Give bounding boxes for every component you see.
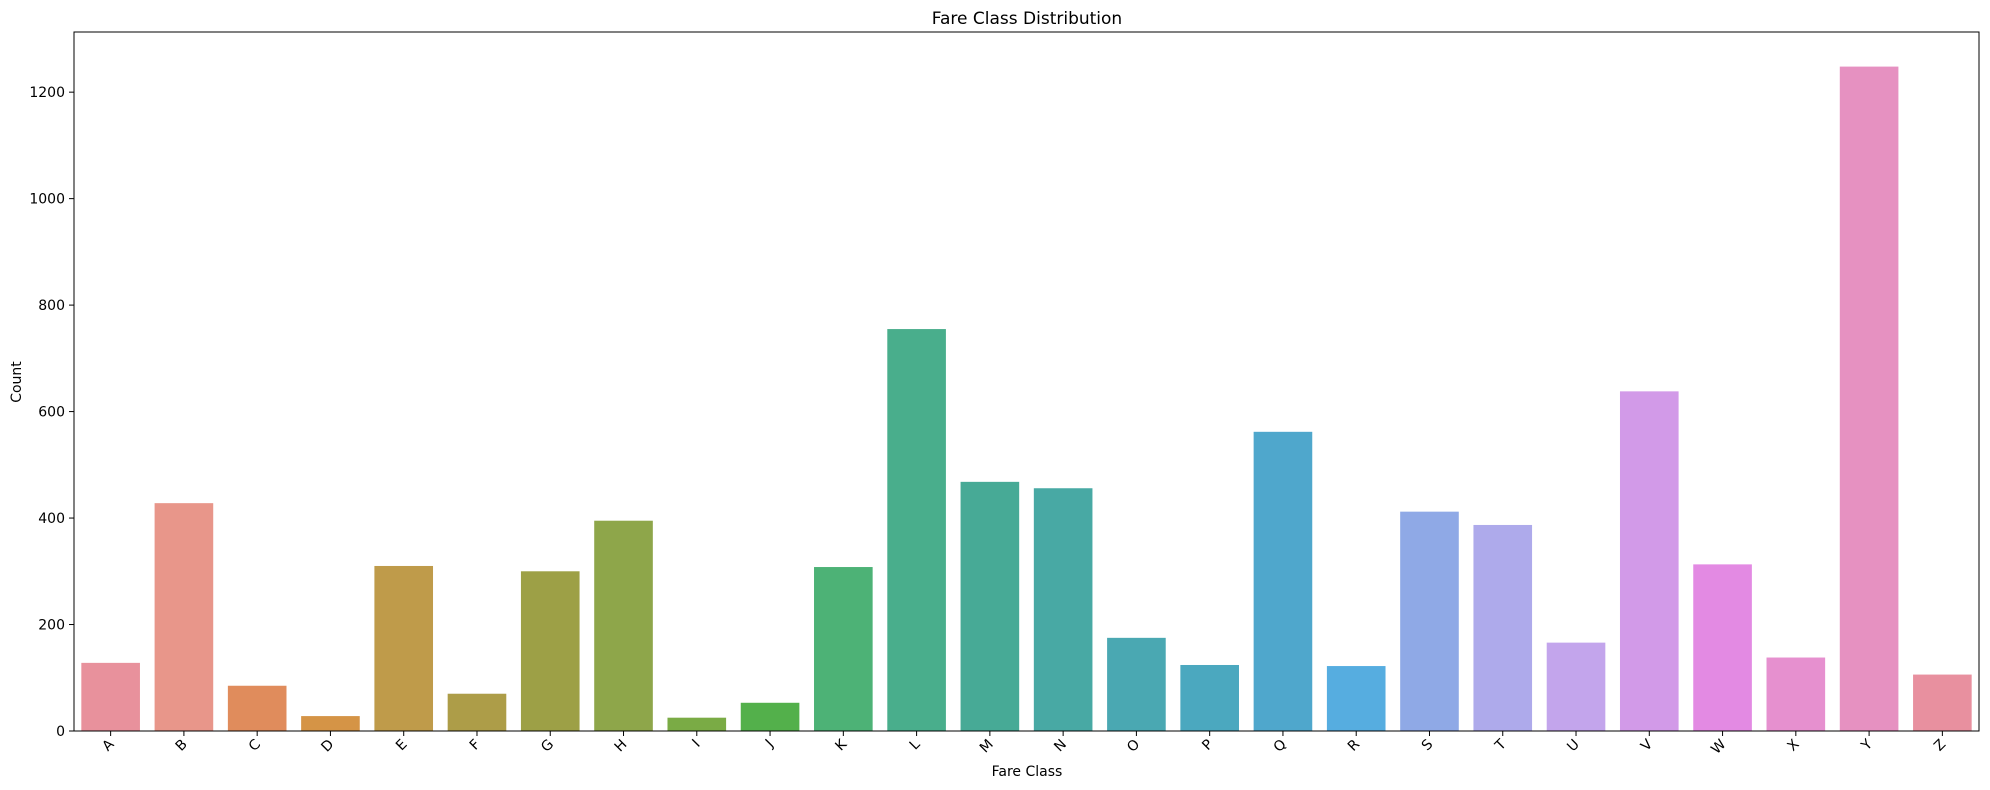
bar-q — [1253, 431, 1313, 731]
bar-b — [154, 503, 214, 731]
bar-e — [374, 565, 434, 731]
x-tick-label: A — [99, 736, 117, 754]
x-tick-label: I — [689, 737, 703, 751]
bar-n — [1033, 488, 1093, 731]
x-tick-label: W — [1708, 736, 1729, 757]
x-tick-label: R — [1345, 736, 1363, 754]
x-tick-label: G — [538, 737, 557, 756]
bar-l — [887, 329, 946, 731]
x-axis-label: Fare Class — [992, 764, 1063, 780]
bar-o — [1107, 637, 1166, 731]
y-tick-label: 1000 — [29, 192, 65, 208]
bar-c — [227, 685, 287, 731]
bar-u — [1546, 642, 1606, 731]
x-tick-label: E — [393, 737, 411, 755]
x-tick-label: U — [1564, 737, 1583, 756]
bar-p — [1180, 664, 1239, 731]
x-tick-label: Y — [1858, 736, 1876, 754]
bar-r — [1326, 666, 1386, 731]
x-tick-label: O — [1124, 737, 1143, 756]
bar-t — [1473, 524, 1533, 731]
y-tick-label: 800 — [38, 298, 65, 314]
bar-z — [1913, 674, 1972, 731]
bar-a — [81, 662, 140, 731]
bar-g — [520, 571, 580, 731]
x-tick-label: P — [1199, 737, 1216, 754]
chart-title: Fare Class Distribution — [932, 9, 1122, 29]
x-tick-label: N — [1051, 737, 1070, 756]
bar-s — [1400, 511, 1459, 731]
x-tick-label: V — [1638, 736, 1656, 754]
x-tick-label: D — [318, 737, 337, 756]
bar-v — [1619, 391, 1679, 731]
bar-x — [1766, 657, 1826, 731]
x-tick-label: Z — [1931, 737, 1949, 755]
y-axis-label: Count — [9, 361, 25, 403]
plot-frame — [73, 31, 1980, 732]
x-tick-label: F — [467, 737, 484, 754]
bars-group — [81, 66, 1972, 732]
x-tick-label: C — [246, 736, 264, 754]
bar-j — [740, 702, 800, 731]
x-tick-label: X — [1785, 736, 1803, 754]
x-tick-label: M — [977, 737, 997, 757]
bar-d — [301, 716, 360, 731]
y-tick-label: 200 — [38, 618, 65, 634]
bar-k — [814, 567, 873, 731]
bar-y — [1839, 66, 1899, 732]
x-tick-label: Q — [1271, 737, 1290, 756]
bar-f — [447, 693, 507, 731]
bar-w — [1693, 564, 1752, 731]
y-tick-label: 400 — [38, 511, 65, 527]
x-axis-ticks: A B C D E F G H I J K L M N O P Q R S T U V W X Y Z — [99, 731, 1949, 758]
x-tick-label: K — [832, 736, 850, 754]
x-tick-label: T — [1492, 736, 1510, 754]
x-tick-label: B — [173, 737, 191, 755]
bar-i — [667, 717, 727, 731]
bar-m — [960, 481, 1020, 731]
x-tick-label: L — [907, 736, 924, 753]
y-tick-label: 0 — [56, 724, 65, 740]
y-tick-label: 1200 — [29, 85, 65, 101]
y-axis-ticks: 0 200 400 600 800 1000 1200 — [29, 85, 74, 740]
y-tick-label: 600 — [38, 405, 65, 421]
x-tick-label: J — [762, 737, 777, 752]
x-tick-label: S — [1419, 736, 1437, 754]
bar-h — [594, 520, 653, 731]
x-tick-label: H — [612, 737, 631, 756]
